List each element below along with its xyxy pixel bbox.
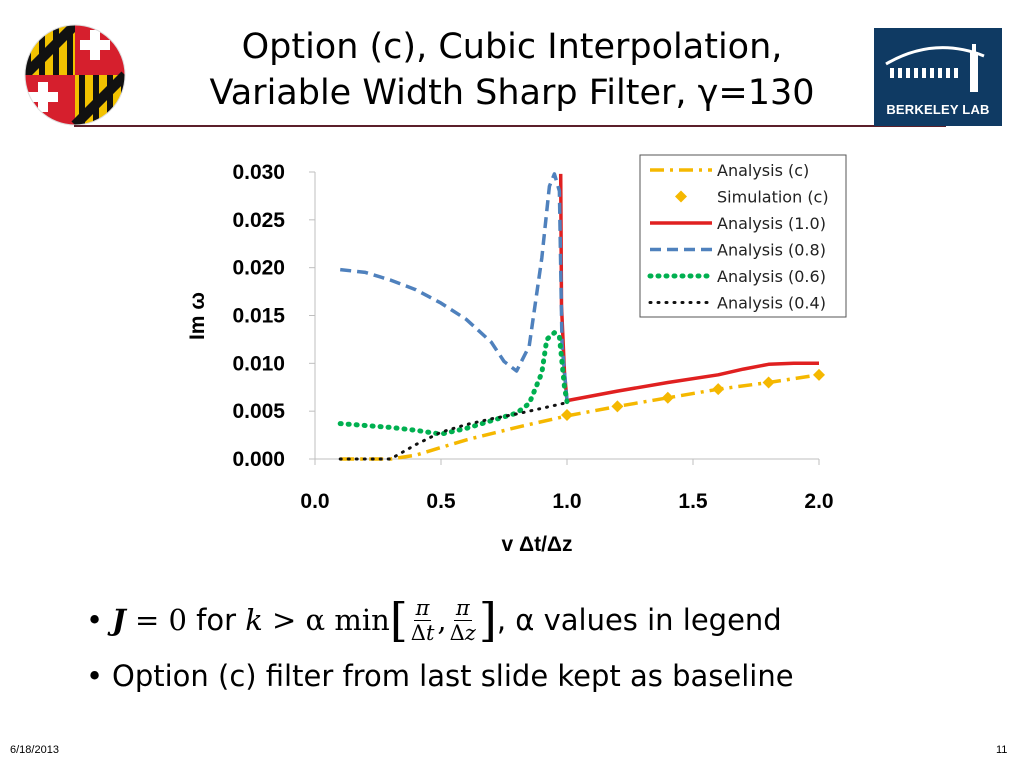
berkeley-lab-logo: BERKELEY LAB <box>874 28 1002 126</box>
legend-box <box>639 154 847 318</box>
bullet-list: • J = 0 for k > α min [ π Δt , π Δz ] , α … <box>86 592 986 704</box>
data-point-simulation-c- <box>561 408 573 421</box>
title-line-1: Option (c), Cubic Interpolation, <box>241 27 783 67</box>
bullet1-text: , α values in legend <box>496 603 782 637</box>
data-point-simulation-c- <box>611 400 624 413</box>
x-tick-label: 0.0 <box>300 490 329 513</box>
x-tick-label: 2.0 <box>804 490 833 513</box>
series-line-analysis-0-8- <box>340 172 569 401</box>
title-line-2: Variable Width Sharp Filter, γ=130 <box>209 73 815 113</box>
legend-entry: Simulation (c) <box>717 188 829 207</box>
legend-entry: Analysis (0.6) <box>717 267 826 286</box>
y-tick-label: 0.025 <box>232 209 285 232</box>
series-line-analysis-1-0- <box>558 173 819 403</box>
x-axis-label: v Δt/Δz <box>501 533 572 556</box>
y-tick-label: 0.030 <box>232 161 285 184</box>
y-tick-label: 0.020 <box>232 257 285 280</box>
legend-entry: Analysis (0.4) <box>717 294 826 313</box>
series-line-analysis-c- <box>340 373 820 461</box>
slide-title: Option (c), Cubic Interpolation, Variabl… <box>150 24 874 116</box>
legend-swatch <box>675 190 687 203</box>
y-tick-label: 0.010 <box>232 352 285 375</box>
x-tick-label: 1.5 <box>678 490 708 513</box>
legend-entry: Analysis (1.0) <box>717 214 826 233</box>
y-axis-label: Im ω <box>186 292 209 340</box>
x-tick-label: 1.0 <box>552 490 581 513</box>
footer-page-number: 11 <box>996 744 1008 756</box>
bullet2-text: Option (c) filter from last slide kept a… <box>112 659 794 693</box>
data-point-simulation-c- <box>712 383 725 396</box>
data-point-simulation-c- <box>762 376 775 389</box>
y-tick-label: 0.005 <box>232 400 285 423</box>
maryland-logo-icon <box>24 24 126 126</box>
bullet1-formula: J = 0 for k > α min [ π Δt , π Δz ] <box>112 593 497 647</box>
y-tick-label: 0.000 <box>232 448 285 471</box>
footer-date: 6/18/2013 <box>10 744 59 756</box>
legend-entry: Analysis (0.8) <box>717 241 826 260</box>
series-line-analysis-0-6- <box>337 330 570 437</box>
legend-entry: Analysis (c) <box>717 161 809 180</box>
berkeley-lab-building-icon <box>885 44 985 92</box>
x-tick-label: 0.5 <box>426 490 456 513</box>
growth-rate-chart: 0.000 0.005 0.010 0.015 0.020 0.025 0.030 0.0 0.… <box>186 154 847 556</box>
title-underline <box>74 125 946 127</box>
series-line-analysis-0-4- <box>338 401 569 461</box>
data-point-simulation-c- <box>661 391 674 404</box>
y-tick-label: 0.015 <box>232 305 285 328</box>
bullet-item-2: • Option (c) filter from last slide kept… <box>86 659 794 693</box>
berkeley-lab-label: BERKELEY LAB <box>886 102 990 117</box>
bullet-item-1: • J = 0 for k > α min [ π Δt , π Δz ] , α … <box>86 593 782 647</box>
data-point-simulation-c- <box>813 368 825 381</box>
